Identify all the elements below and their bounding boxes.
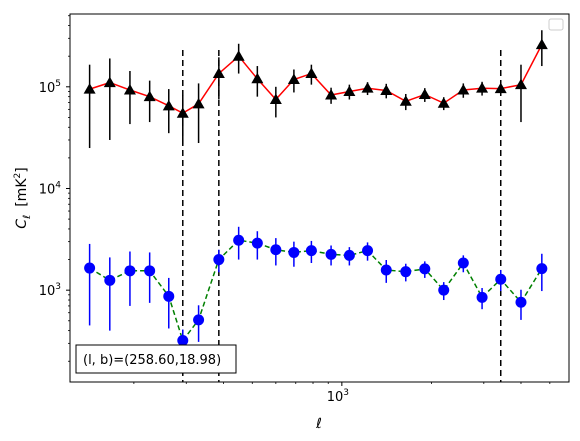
data-point — [362, 245, 374, 257]
data-point — [176, 107, 189, 118]
svg-text:Cℓ[mK2]: Cℓ [mK2] — [13, 167, 33, 228]
series-line — [89, 44, 543, 115]
data-point — [495, 273, 507, 285]
data-point — [233, 234, 245, 246]
data-point — [400, 266, 412, 278]
data-point — [162, 99, 175, 111]
data-point — [124, 265, 136, 277]
data-point — [163, 290, 175, 302]
y-tick-label: 103 — [39, 282, 61, 299]
y-axis-label-unit: [mK — [14, 178, 30, 207]
y-axis-label: Cℓ [mK2] — [13, 167, 33, 228]
data-point — [270, 244, 282, 256]
data-point — [536, 263, 548, 275]
vertical-marker-lines — [182, 50, 502, 382]
data-point — [380, 264, 392, 276]
data-point — [84, 262, 96, 274]
y-axis-label-unit-sup: 2 — [13, 173, 23, 179]
data-point — [380, 84, 393, 95]
data-point — [123, 84, 136, 95]
y-axis-label-unit-close: ] — [14, 167, 30, 172]
data-point — [457, 84, 470, 95]
series-line — [89, 239, 543, 343]
series-layer — [83, 30, 548, 356]
legend-box — [548, 18, 564, 31]
data-point — [143, 90, 156, 102]
data-point — [361, 82, 374, 93]
data-point — [476, 82, 489, 93]
data-point — [437, 97, 450, 108]
data-point — [232, 50, 245, 61]
data-point — [343, 85, 356, 96]
annotation-frame — [75, 344, 237, 374]
axis-ticks: 103 104 105 103 — [39, 15, 551, 405]
data-point — [287, 73, 300, 84]
data-point — [305, 67, 318, 79]
data-point — [177, 334, 189, 346]
x-axis-label: ℓ — [315, 416, 322, 432]
data-point — [192, 97, 205, 109]
series-2 — [84, 226, 548, 356]
data-point — [325, 248, 337, 260]
x-tick-label: 103 — [327, 388, 349, 405]
data-point — [494, 82, 507, 94]
data-point — [83, 83, 96, 94]
annotation-box: (l, b)=(258.60,18.98) — [75, 344, 237, 374]
data-point — [288, 246, 300, 258]
plot-frame — [69, 13, 570, 383]
data-point — [535, 38, 548, 50]
data-point — [476, 291, 488, 303]
data-point — [418, 88, 431, 100]
y-tick-label: 104 — [39, 180, 62, 197]
data-point — [457, 257, 469, 269]
data-point — [514, 78, 527, 90]
data-point — [251, 72, 264, 84]
y-axis-label-main: C — [14, 219, 30, 229]
data-point — [144, 265, 156, 277]
y-tick-label: 105 — [39, 79, 61, 96]
data-point — [325, 89, 338, 100]
data-point — [103, 76, 116, 88]
data-point — [399, 95, 412, 106]
data-point — [104, 274, 116, 286]
data-point — [305, 245, 317, 257]
data-point — [212, 67, 225, 79]
data-point — [515, 296, 527, 308]
data-point — [343, 249, 355, 261]
data-point — [193, 314, 205, 326]
data-point — [438, 284, 450, 296]
data-point — [419, 263, 431, 275]
data-point — [251, 237, 263, 249]
data-point — [269, 93, 282, 105]
data-point — [213, 254, 225, 266]
series-1 — [83, 30, 548, 149]
annotation-text: (l, b)=(258.60,18.98) — [83, 353, 221, 368]
y-axis-label-sub: ℓ — [22, 215, 33, 219]
